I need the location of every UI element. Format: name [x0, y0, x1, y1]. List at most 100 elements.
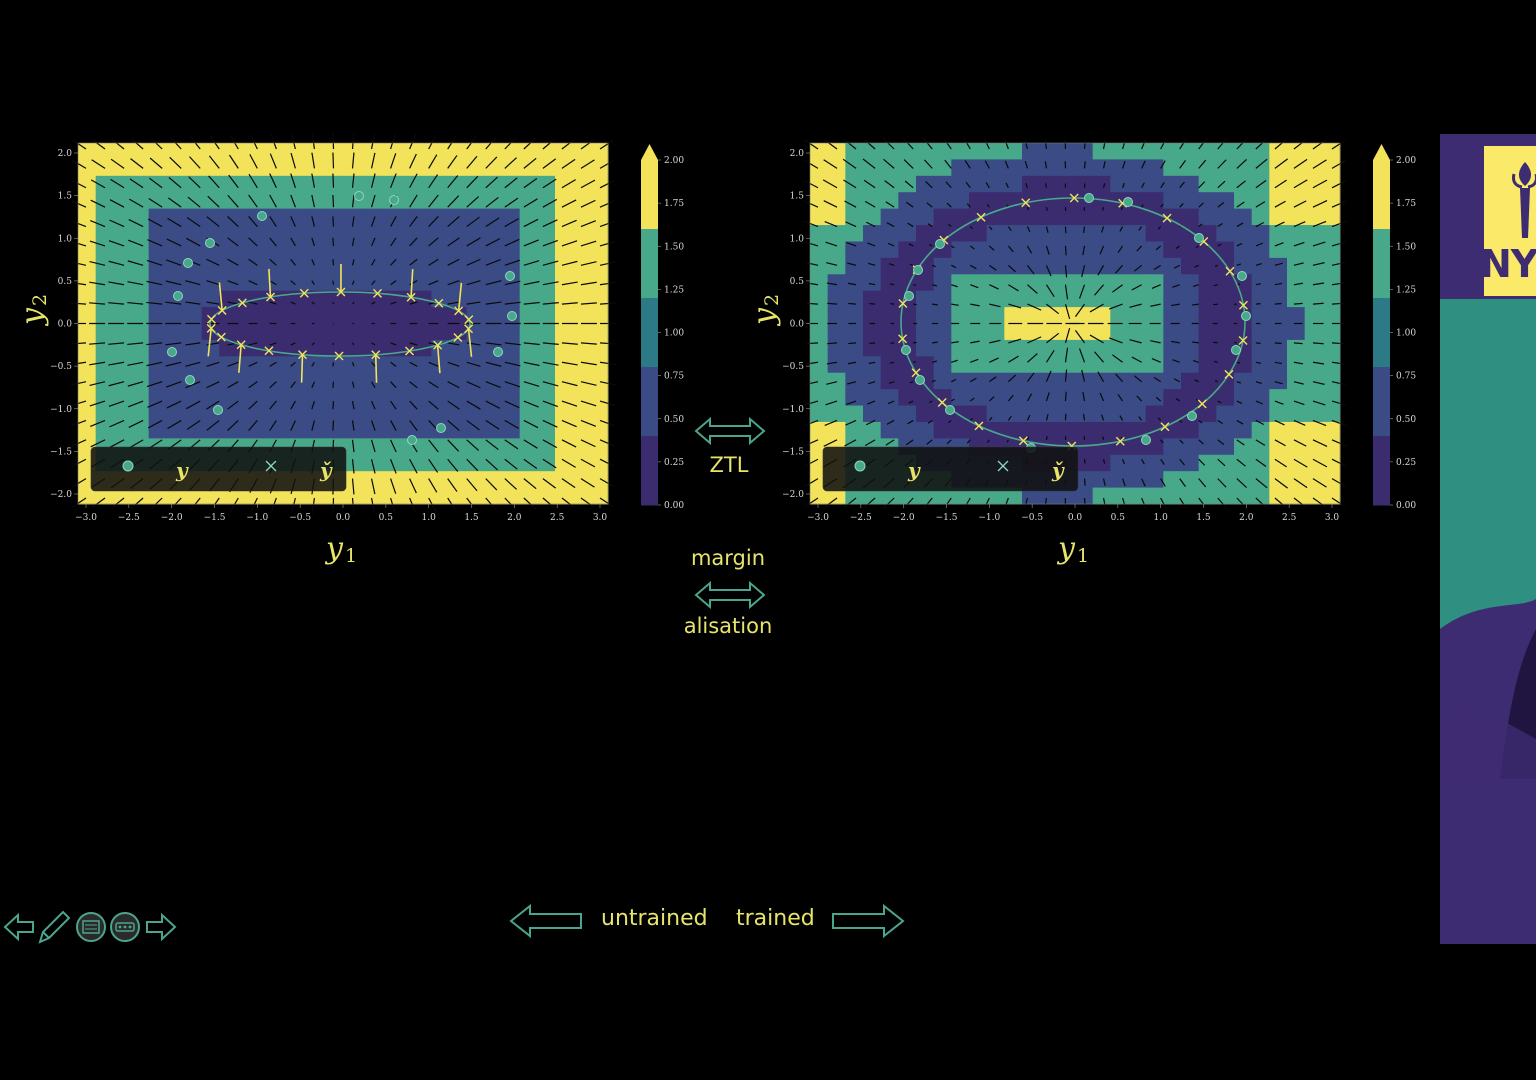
trained-label[interactable]: trained — [736, 906, 815, 931]
field-arrow — [1171, 303, 1180, 307]
heat-cell — [863, 421, 882, 439]
field-arrow — [409, 280, 418, 286]
svg-text:1: 1 — [1077, 545, 1089, 567]
heat-cell — [466, 159, 485, 177]
heat-cell — [148, 405, 167, 423]
field-arrow — [989, 303, 1001, 308]
heat-cell — [237, 208, 256, 226]
untrained-label[interactable]: untrained — [601, 906, 708, 931]
field-arrow — [332, 301, 335, 305]
heat-cell — [449, 438, 468, 456]
heat-cell — [1198, 471, 1217, 489]
field-arrow — [542, 361, 559, 366]
heat-cell — [131, 257, 150, 275]
heat-cell — [1216, 421, 1235, 439]
field-arrow — [1102, 436, 1105, 440]
heat-cell — [272, 487, 291, 505]
arrow-left-icon[interactable] — [2, 910, 36, 944]
field-arrow — [523, 342, 540, 346]
heat-cell — [1163, 175, 1182, 193]
heat-cell — [148, 225, 167, 242]
heat-cell — [845, 307, 864, 324]
heat-cell — [201, 192, 220, 210]
heat-cell — [343, 323, 362, 341]
slides-overview-icon[interactable] — [74, 910, 108, 944]
field-arrow — [129, 198, 144, 208]
field-arrow — [1194, 264, 1199, 268]
heat-cell — [1322, 225, 1341, 242]
field-arrow — [185, 237, 201, 247]
heat-cell — [1092, 274, 1111, 292]
heat-cell — [1092, 208, 1111, 226]
heat-cell — [1216, 323, 1235, 341]
heat-cell — [1163, 405, 1182, 423]
heat-cell — [396, 454, 415, 472]
heat-cell — [1181, 143, 1200, 160]
heat-cell — [986, 241, 1005, 259]
heat-cell — [95, 274, 114, 292]
heat-cell — [810, 274, 829, 292]
field-arrow — [227, 194, 239, 208]
heat-cell — [502, 471, 521, 489]
heat-cell — [413, 159, 432, 177]
field-arrow — [1255, 179, 1267, 189]
x-tick-label: 2.0 — [1239, 513, 1254, 523]
field-arrow — [167, 217, 182, 228]
field-arrow — [1274, 458, 1287, 468]
heat-cell — [1004, 389, 1023, 407]
field-arrow — [909, 381, 914, 384]
menu-dots-icon[interactable] — [108, 910, 142, 944]
field-arrow — [869, 342, 876, 345]
presenter-side-panel: NY — [1440, 134, 1536, 944]
heat-cell — [1128, 208, 1147, 226]
field-arrow — [409, 361, 418, 367]
presenter-photo — [1440, 299, 1536, 779]
field-arrow — [1160, 138, 1167, 150]
heat-cell — [1198, 323, 1217, 341]
field-arrow — [1213, 360, 1218, 363]
heat-cell — [1039, 421, 1058, 439]
colorbar-tick-label: 2.00 — [664, 156, 684, 166]
heat-cell — [131, 159, 150, 177]
field-arrow — [944, 159, 952, 169]
heat-cell — [343, 257, 362, 275]
field-arrow — [905, 439, 914, 446]
heat-cell — [1128, 143, 1147, 160]
x-tick-label: −3.0 — [807, 513, 829, 523]
heat-cell — [810, 323, 829, 341]
heat-cell — [325, 487, 344, 505]
heat-cell — [1022, 372, 1041, 390]
heat-cell — [396, 405, 415, 423]
heat-cell — [1304, 323, 1323, 341]
field-arrow — [89, 240, 106, 247]
x-tick-label: −1.0 — [978, 513, 1000, 523]
field-arrow — [863, 179, 876, 189]
heat-cell — [254, 339, 273, 357]
pencil-icon[interactable] — [36, 908, 72, 946]
data-point — [436, 423, 446, 433]
field-arrow — [311, 342, 315, 346]
field-arrow — [485, 458, 499, 471]
heat-cell — [360, 438, 379, 456]
arrow-right-icon[interactable] — [144, 910, 178, 944]
field-arrow — [580, 159, 595, 169]
heat-cell — [986, 143, 1005, 160]
untrained-arrow-left-icon[interactable] — [508, 903, 584, 939]
heat-cell — [325, 225, 344, 242]
heat-cell — [95, 356, 114, 374]
heat-cell — [131, 225, 150, 242]
field-arrow — [428, 497, 437, 513]
heat-cell — [431, 438, 450, 456]
field-arrow — [227, 420, 239, 432]
heat-cell — [413, 487, 432, 505]
heat-cell — [1198, 438, 1217, 456]
field-arrow — [109, 419, 125, 428]
trained-arrow-right-icon[interactable] — [830, 903, 906, 939]
data-point — [1141, 435, 1151, 445]
field-arrow — [805, 361, 819, 365]
heat-cell — [1057, 208, 1076, 226]
field-arrow — [580, 419, 597, 427]
heat-cell — [1251, 421, 1270, 439]
heat-cell — [413, 372, 432, 390]
field-arrow — [561, 260, 578, 266]
